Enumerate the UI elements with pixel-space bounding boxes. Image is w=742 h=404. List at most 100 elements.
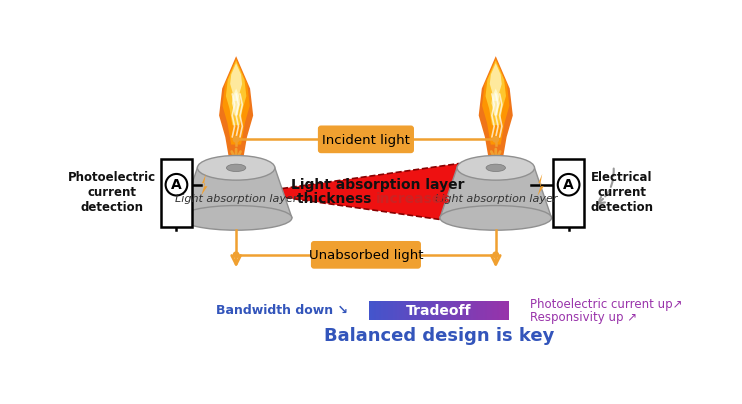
- Bar: [473, 301, 476, 320]
- Bar: [411, 301, 414, 320]
- Bar: [448, 301, 450, 320]
- Bar: [464, 301, 467, 320]
- Bar: [553, 159, 584, 227]
- Bar: [490, 301, 493, 320]
- Bar: [478, 301, 481, 320]
- Circle shape: [492, 136, 499, 143]
- Polygon shape: [232, 88, 240, 116]
- Bar: [462, 301, 464, 320]
- Bar: [409, 301, 411, 320]
- Bar: [390, 301, 393, 320]
- Polygon shape: [490, 63, 502, 101]
- Polygon shape: [491, 88, 500, 116]
- Bar: [420, 301, 423, 320]
- Text: Unabsorbed light: Unabsorbed light: [309, 249, 423, 262]
- Bar: [374, 301, 377, 320]
- Bar: [496, 301, 499, 320]
- Text: Tradeoff: Tradeoff: [406, 304, 471, 318]
- Bar: [393, 301, 395, 320]
- Text: Photoelectric current up↗: Photoelectric current up↗: [530, 298, 683, 311]
- Bar: [469, 301, 472, 320]
- Bar: [423, 301, 425, 320]
- Circle shape: [558, 174, 580, 196]
- Bar: [370, 301, 372, 320]
- Polygon shape: [479, 56, 513, 164]
- Bar: [399, 301, 402, 320]
- Circle shape: [233, 251, 240, 258]
- Bar: [501, 301, 504, 320]
- Circle shape: [492, 251, 499, 258]
- Bar: [378, 301, 381, 320]
- Bar: [467, 301, 469, 320]
- Bar: [425, 301, 427, 320]
- Bar: [441, 301, 444, 320]
- Bar: [386, 301, 388, 320]
- Bar: [397, 301, 400, 320]
- Polygon shape: [201, 174, 208, 196]
- Polygon shape: [485, 61, 506, 125]
- Bar: [430, 301, 433, 320]
- Bar: [450, 301, 453, 320]
- Bar: [483, 301, 485, 320]
- Bar: [407, 301, 409, 320]
- Polygon shape: [230, 63, 242, 101]
- Bar: [376, 301, 379, 320]
- Bar: [459, 301, 462, 320]
- Bar: [444, 301, 446, 320]
- Bar: [161, 159, 192, 227]
- Bar: [499, 301, 502, 320]
- Text: Photoelectric
current
detection: Photoelectric current detection: [68, 171, 157, 215]
- Bar: [480, 301, 483, 320]
- Text: Electrical
current
detection: Electrical current detection: [591, 171, 653, 215]
- Bar: [436, 301, 439, 320]
- Bar: [372, 301, 375, 320]
- Text: Balanced design is key: Balanced design is key: [324, 328, 554, 345]
- Bar: [404, 301, 407, 320]
- Bar: [439, 301, 441, 320]
- Text: Light absorption layer: Light absorption layer: [291, 178, 464, 192]
- Text: Incident light: Incident light: [322, 134, 410, 147]
- Text: Light absorption layer: Light absorption layer: [435, 194, 557, 204]
- FancyBboxPatch shape: [311, 241, 421, 269]
- Bar: [506, 301, 508, 320]
- Text: Bandwidth down ↘: Bandwidth down ↘: [216, 304, 348, 317]
- Polygon shape: [226, 61, 246, 125]
- Polygon shape: [440, 168, 551, 218]
- Text: Light absorption layer: Light absorption layer: [175, 194, 298, 204]
- Bar: [418, 301, 421, 320]
- Ellipse shape: [197, 156, 275, 180]
- Circle shape: [233, 136, 240, 143]
- Text: increases: increases: [376, 192, 450, 206]
- Circle shape: [165, 174, 187, 196]
- Bar: [471, 301, 474, 320]
- Bar: [388, 301, 390, 320]
- Ellipse shape: [226, 164, 246, 172]
- Bar: [457, 301, 460, 320]
- Polygon shape: [538, 174, 544, 196]
- Polygon shape: [180, 168, 292, 218]
- Bar: [446, 301, 448, 320]
- Bar: [432, 301, 435, 320]
- Bar: [395, 301, 398, 320]
- Bar: [476, 301, 479, 320]
- Ellipse shape: [457, 156, 534, 180]
- Bar: [485, 301, 487, 320]
- Bar: [434, 301, 437, 320]
- Bar: [504, 301, 506, 320]
- FancyBboxPatch shape: [318, 126, 414, 153]
- Bar: [427, 301, 430, 320]
- Text: Responsivity up ↗: Responsivity up ↗: [530, 311, 637, 324]
- Bar: [494, 301, 497, 320]
- Bar: [384, 301, 386, 320]
- Bar: [381, 301, 384, 320]
- Polygon shape: [223, 58, 250, 145]
- Bar: [455, 301, 458, 320]
- Ellipse shape: [486, 164, 505, 172]
- Polygon shape: [273, 164, 459, 222]
- Bar: [487, 301, 490, 320]
- Bar: [402, 301, 404, 320]
- Text: A: A: [171, 178, 182, 192]
- Polygon shape: [219, 56, 253, 164]
- Text: thickness: thickness: [297, 192, 376, 206]
- Bar: [413, 301, 416, 320]
